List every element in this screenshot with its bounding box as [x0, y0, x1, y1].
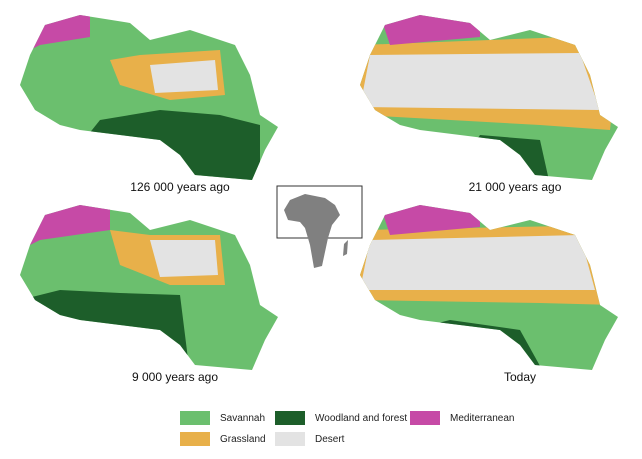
- map-126000: [20, 15, 278, 180]
- legend-desert: Desert: [275, 432, 344, 446]
- caption-9000: 9 000 years ago: [131, 370, 219, 384]
- map-today: [360, 205, 618, 370]
- legend-savannah: Savannah: [180, 411, 265, 425]
- legend-grassland: Grassland: [180, 432, 266, 446]
- caption-today: Today: [503, 370, 537, 384]
- legend-mediterranean: Mediterranean: [410, 411, 514, 425]
- caption-21000: 21 000 years ago: [468, 180, 562, 194]
- africa-inset: [284, 194, 340, 268]
- caption-126000: 126 000 years ago: [130, 180, 230, 194]
- map-9000: [20, 205, 278, 370]
- legend-woodland: Woodland and forest: [275, 411, 407, 425]
- map-21000: [360, 15, 618, 180]
- madagascar-inset: [343, 240, 348, 256]
